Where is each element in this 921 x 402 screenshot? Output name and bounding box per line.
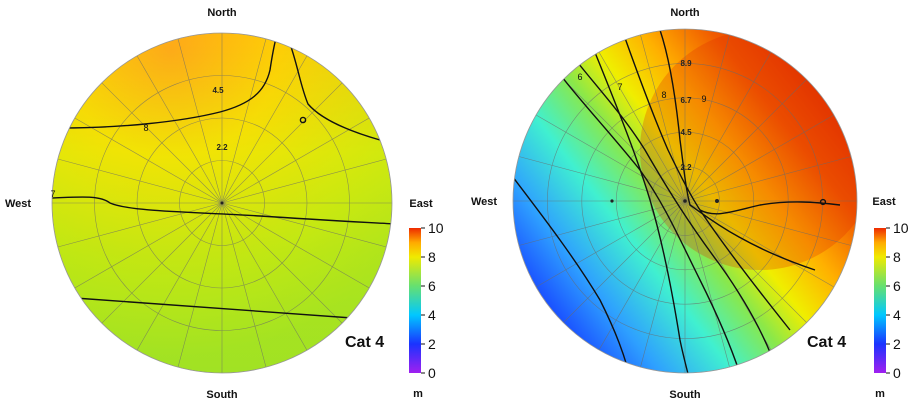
- grid-spoke: [221, 117, 370, 204]
- grid-spoke: [563, 200, 686, 323]
- east-label: East: [872, 196, 896, 208]
- grid-spoke: [136, 202, 223, 351]
- grid-spoke: [136, 55, 223, 204]
- grid-spoke: [221, 158, 387, 204]
- grid-spoke: [563, 79, 686, 202]
- contour-line: [624, 37, 791, 331]
- contour-label: 7: [617, 82, 622, 92]
- west-label: West: [471, 196, 497, 208]
- colorbar-right: 0 2 4 6 8 10 m: [874, 220, 909, 400]
- grid-spoke: [221, 202, 343, 324]
- grid-spoke: [221, 202, 308, 351]
- colorbar-gradient: [409, 228, 421, 373]
- grid-spoke: [221, 202, 267, 368]
- colorbar-tick-label: 4: [893, 307, 901, 323]
- grid-spoke: [535, 200, 686, 288]
- grid-spoke: [684, 156, 852, 202]
- south-label: South: [669, 389, 700, 401]
- ring-label: 2.2: [680, 163, 692, 172]
- grid-spoke: [221, 82, 343, 204]
- center-point: [220, 201, 224, 205]
- grid-spoke: [684, 200, 807, 323]
- grid-spoke: [684, 34, 730, 202]
- contour-label: 6: [577, 72, 582, 82]
- colorbar-tick-label: 4: [428, 307, 436, 323]
- contour-point: [819, 198, 827, 206]
- contour-label: 8: [661, 90, 666, 100]
- grid-spoke: [57, 158, 223, 204]
- grid-spoke: [221, 38, 267, 204]
- grid-spoke: [684, 200, 852, 246]
- grid-left: [52, 33, 392, 373]
- colorbar-tick-label: 2: [428, 336, 436, 352]
- grid-spoke: [598, 200, 686, 351]
- colorbar-tick-label: 8: [428, 249, 436, 265]
- grid-spoke: [640, 34, 686, 202]
- unit-label: m: [875, 388, 885, 400]
- grid-spoke: [221, 202, 370, 289]
- category-label: Cat 4: [807, 334, 846, 351]
- contour-line: [539, 44, 746, 373]
- grid-spoke: [518, 156, 686, 202]
- colorbar-tick-label: 0: [428, 365, 436, 381]
- contour-label: 7: [50, 189, 55, 199]
- contour-line: [52, 196, 392, 225]
- grid-spoke: [221, 202, 387, 248]
- north-label: North: [207, 7, 237, 19]
- grid-spoke: [101, 202, 223, 324]
- north-label: North: [670, 7, 700, 19]
- grid-spoke: [684, 200, 730, 368]
- south-label: South: [206, 389, 237, 401]
- colorbar-tick-label: 6: [428, 278, 436, 294]
- grid-spoke: [684, 79, 807, 202]
- contour-line: [287, 37, 381, 141]
- polar-plot-left: 4.5 2.2 8 7 North South West East Cat 4: [5, 7, 433, 401]
- ring-label: 4.5: [680, 128, 692, 137]
- contour-line: [559, 39, 781, 373]
- grid-spoke: [640, 200, 686, 368]
- colorbar-left: 0 2 4 6 8 10 m: [409, 220, 444, 400]
- colorbar-tick-label: 2: [893, 336, 901, 352]
- grid-spoke: [684, 114, 835, 202]
- grid-spoke: [684, 200, 835, 288]
- ring-label: 4.5: [212, 86, 224, 95]
- grid-spoke: [518, 200, 686, 246]
- colorbar-tick-label: 10: [893, 220, 909, 236]
- ring-label: 8.9: [680, 59, 692, 68]
- east-label: East: [409, 198, 433, 210]
- grid-spoke: [177, 202, 223, 368]
- contour-line: [589, 39, 694, 373]
- colorbar-tick-label: 10: [428, 220, 444, 236]
- ring-label: 6.7: [680, 96, 692, 105]
- grid-spoke: [684, 51, 772, 202]
- contour-label: 8: [143, 123, 148, 133]
- contour-line: [74, 297, 381, 321]
- colorbar-tick-label: 0: [893, 365, 901, 381]
- grid-spoke: [74, 117, 223, 204]
- contour-line: [659, 29, 816, 271]
- unit-label: m: [413, 388, 423, 400]
- center-point: [683, 199, 687, 203]
- contour-label: 9: [701, 94, 706, 104]
- polar-plot-right: 8.9 6.7 4.5 2.2 6 7 8 9 North South West…: [471, 7, 896, 401]
- colorbar-tick-label: 6: [893, 278, 901, 294]
- grid-spoke: [535, 114, 686, 202]
- grid-spoke: [74, 202, 223, 289]
- contour-line: [59, 33, 281, 129]
- colorbar-tick-label: 8: [893, 249, 901, 265]
- grid-spoke: [598, 51, 686, 202]
- colorbar-gradient: [874, 228, 886, 373]
- grid-spoke: [177, 38, 223, 204]
- grid-spoke: [101, 82, 223, 204]
- west-label: West: [5, 198, 31, 210]
- contour-point: [299, 116, 307, 124]
- category-label: Cat 4: [345, 334, 384, 351]
- contour-line: [699, 201, 841, 215]
- grid-spoke: [57, 202, 223, 248]
- ring-label: 2.2: [216, 143, 228, 152]
- grid-spoke: [221, 55, 308, 204]
- contour-line: [513, 159, 633, 373]
